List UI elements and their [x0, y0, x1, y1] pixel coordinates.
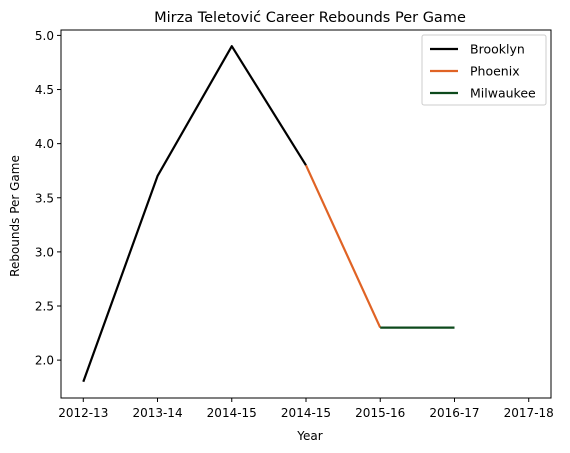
y-tick-label: 4.0 — [35, 137, 54, 151]
y-tick-label: 3.0 — [35, 245, 54, 259]
x-tick-label: 2015-16 — [355, 406, 405, 420]
x-ticks: 2012-13 2013-14 2014-15 2014-15 2015-16 2016-… — [58, 398, 554, 420]
x-tick-label: 2014-15 — [281, 406, 331, 420]
legend-label-brooklyn: Brooklyn — [470, 42, 525, 57]
legend-frame — [421, 34, 547, 106]
x-tick-label: 2012-13 — [58, 406, 108, 420]
y-ticks: 2.0 2.5 3.0 3.5 4.0 4.5 5.0 — [35, 29, 61, 368]
chart-title: Mirza Teletović Career Rebounds Per Game — [154, 10, 466, 26]
legend-label-milwaukee: Milwaukee — [470, 86, 536, 101]
y-axis-label: Rebounds Per Game — [8, 155, 22, 277]
y-tick-label: 3.5 — [35, 191, 54, 205]
legend: Brooklyn Phoenix Milwaukee — [421, 34, 547, 106]
legend-label-phoenix: Phoenix — [470, 64, 520, 79]
y-tick-label: 4.5 — [35, 83, 54, 97]
series-line-brooklyn — [82, 45, 307, 383]
x-tick-label: 2014-15 — [207, 406, 257, 420]
y-tick-label: 5.0 — [35, 29, 54, 43]
x-tick-label: 2013-14 — [132, 406, 182, 420]
x-tick-label: 2016-17 — [429, 406, 479, 420]
series-lines — [82, 45, 455, 383]
y-tick-label: 2.5 — [35, 300, 54, 314]
y-tick-label: 2.0 — [35, 354, 54, 368]
x-tick-label: 2017-18 — [504, 406, 554, 420]
x-axis-label: Year — [296, 429, 322, 443]
series-line-phoenix — [304, 164, 382, 329]
